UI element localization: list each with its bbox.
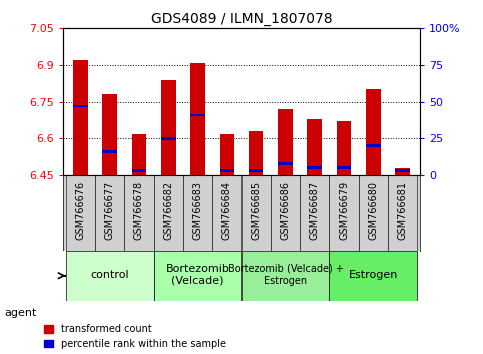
Bar [329, 251, 417, 301]
Text: control: control [90, 270, 129, 280]
Text: GSM766685: GSM766685 [251, 181, 261, 240]
Text: GSM766686: GSM766686 [281, 181, 290, 240]
Bar [154, 175, 183, 251]
Bar [329, 175, 359, 251]
Text: GSM766683: GSM766683 [193, 181, 202, 240]
Bar [278, 109, 293, 175]
Bar [366, 144, 381, 147]
Bar [132, 169, 146, 172]
Bar [66, 175, 95, 251]
Text: GSM766679: GSM766679 [339, 181, 349, 240]
Legend: transformed count, percentile rank within the sample: transformed count, percentile rank withi… [43, 324, 226, 349]
Text: GSM766680: GSM766680 [369, 181, 378, 240]
Bar [212, 175, 242, 251]
Bar [220, 133, 234, 175]
Bar [249, 169, 263, 172]
Text: agent: agent [5, 308, 37, 318]
Bar [388, 175, 417, 251]
Bar [190, 114, 205, 116]
Bar [124, 175, 154, 251]
Text: GSM766681: GSM766681 [398, 181, 408, 240]
Bar [73, 60, 88, 175]
Bar [183, 175, 212, 251]
Text: GSM766678: GSM766678 [134, 181, 144, 240]
Bar [73, 105, 88, 107]
Bar [278, 162, 293, 165]
Bar [271, 175, 300, 251]
Bar [66, 251, 154, 301]
Text: GSM766682: GSM766682 [163, 181, 173, 240]
Bar [161, 80, 176, 175]
Text: GSM766677: GSM766677 [105, 181, 114, 240]
Text: Estrogen: Estrogen [349, 270, 398, 280]
Bar [366, 90, 381, 175]
Text: GSM766676: GSM766676 [75, 181, 85, 240]
Bar [220, 169, 234, 172]
Bar [307, 119, 322, 175]
Bar [190, 63, 205, 175]
Bar [307, 166, 322, 169]
Bar [242, 175, 271, 251]
Text: Bortezomib
(Velcade): Bortezomib (Velcade) [166, 264, 229, 286]
Bar [395, 169, 410, 172]
Bar [95, 175, 124, 251]
Bar [337, 166, 351, 169]
Bar [242, 251, 329, 301]
Bar [249, 131, 263, 175]
Bar [132, 133, 146, 175]
Bar [395, 168, 410, 175]
Bar [102, 150, 117, 153]
Text: Bortezomib (Velcade) +
Estrogen: Bortezomib (Velcade) + Estrogen [227, 264, 343, 286]
Title: GDS4089 / ILMN_1807078: GDS4089 / ILMN_1807078 [151, 12, 332, 26]
Bar [359, 175, 388, 251]
Bar [161, 137, 176, 140]
Bar [102, 95, 117, 175]
Text: GSM766687: GSM766687 [310, 181, 320, 240]
Bar [300, 175, 329, 251]
Text: GSM766684: GSM766684 [222, 181, 232, 240]
Bar [337, 121, 351, 175]
Bar [154, 251, 242, 301]
